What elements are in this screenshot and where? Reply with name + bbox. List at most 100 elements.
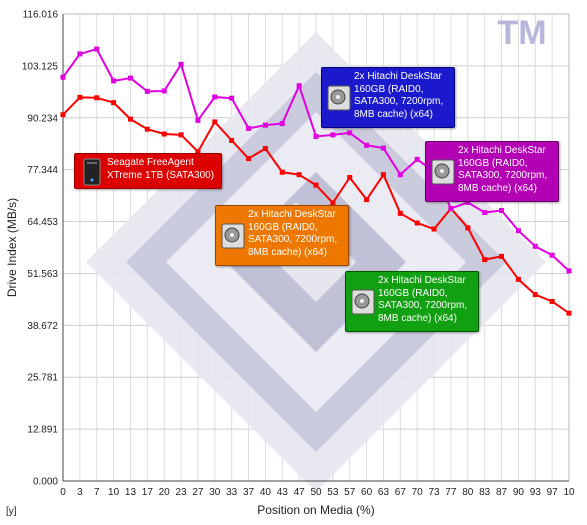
data-point xyxy=(380,172,386,178)
x-tick-label: 0 xyxy=(60,487,66,498)
data-point xyxy=(397,210,403,216)
x-tick-label: 20 xyxy=(159,487,171,498)
series-0 xyxy=(60,94,572,316)
data-point xyxy=(380,145,386,151)
data-point xyxy=(60,112,66,118)
x-tick-label: 80 xyxy=(462,487,474,498)
data-point xyxy=(212,94,218,100)
data-point xyxy=(77,51,83,57)
x-tick-label: 27 xyxy=(192,487,204,498)
callout-hitachi-orange-line-3: SATA300, 7200rpm, xyxy=(248,234,338,245)
data-point xyxy=(178,132,184,138)
x-tick-label: 10 xyxy=(563,487,575,498)
hard-drive-icon xyxy=(327,84,351,112)
data-point xyxy=(414,220,420,226)
y-tick-label: 64.453 xyxy=(27,217,58,228)
x-tick-label: 60 xyxy=(361,487,373,498)
data-point xyxy=(313,182,319,188)
data-point xyxy=(127,75,133,81)
x-tick-label: 63 xyxy=(378,487,390,498)
data-point xyxy=(60,74,66,80)
data-point xyxy=(178,61,184,67)
data-point xyxy=(229,137,235,143)
x-tick-label: 40 xyxy=(260,487,272,498)
callout-hitachi-blue-line-2: 160GB (RAID0, xyxy=(354,83,424,95)
data-point xyxy=(195,149,201,155)
callout-hitachi-green-line-4: 8MB cache) (x64) xyxy=(378,312,457,324)
callout-seagate-line-2: XTreme 1TB (SATA300) xyxy=(107,169,215,181)
corner-label: [y] xyxy=(6,506,17,517)
data-point xyxy=(347,174,353,180)
data-point xyxy=(195,117,201,123)
callout-seagate-line-1: Seagate FreeAgent xyxy=(107,157,194,168)
callout-hitachi-magenta-line-3: SATA300, 7200rpm, xyxy=(458,170,548,181)
x-tick-label: 73 xyxy=(429,487,441,498)
data-point xyxy=(296,83,302,89)
x-tick-label: 97 xyxy=(547,487,559,498)
data-point xyxy=(246,156,252,162)
y-tick-label: 0.000 xyxy=(33,477,58,488)
y-axis-title: Drive Index (MB/s) xyxy=(5,198,19,297)
data-point xyxy=(296,172,302,178)
series-layer xyxy=(60,46,572,316)
x-tick-label: 7 xyxy=(94,487,100,498)
x-tick-label: 33 xyxy=(226,487,238,498)
axis-labels: 0.000 12.891 25.781 38.672 51.563 64.453 77.34… xyxy=(5,10,575,518)
callout-hitachi-orange: 2x Hitachi DeskStar 160GB (RAID0, SATA30… xyxy=(215,205,349,266)
callout-hitachi-orange-line-1: 2x Hitachi DeskStar xyxy=(248,209,336,220)
data-point xyxy=(364,197,370,203)
data-point xyxy=(246,125,252,131)
data-point xyxy=(448,205,454,211)
data-point xyxy=(161,131,167,137)
data-point xyxy=(330,200,336,206)
data-point xyxy=(499,253,505,259)
y-tick-label: 51.563 xyxy=(27,269,58,280)
y-tick-label: 12.891 xyxy=(27,425,58,436)
data-point xyxy=(77,94,83,100)
data-point xyxy=(94,95,100,101)
x-tick-label: 87 xyxy=(496,487,508,498)
data-point xyxy=(347,130,353,136)
data-point xyxy=(313,133,319,139)
callout-hitachi-blue-line-4: 8MB cache) (x64) xyxy=(354,108,433,120)
data-point xyxy=(566,310,572,316)
data-point xyxy=(431,226,437,232)
y-tick-label: 38.672 xyxy=(27,321,58,332)
data-point xyxy=(144,126,150,132)
callout-hitachi-orange-line-4: 8MB cache) (x64) xyxy=(248,246,327,258)
data-point xyxy=(144,88,150,94)
callout-hitachi-green: 2x Hitachi DeskStar 160GB (RAID0, SATA30… xyxy=(345,271,479,332)
x-tick-label: 37 xyxy=(243,487,255,498)
data-point xyxy=(262,146,268,152)
data-point xyxy=(127,116,133,122)
x-tick-label: 50 xyxy=(310,487,322,498)
data-point xyxy=(549,252,555,258)
callout-hitachi-blue: 2x Hitachi DeskStar 160GB (RAID0, SATA30… xyxy=(321,67,455,128)
callout-hitachi-magenta-line-4: 8MB cache) (x64) xyxy=(458,182,537,194)
callout-hitachi-green-line-1: 2x Hitachi DeskStar xyxy=(378,275,466,286)
x-tick-label: 13 xyxy=(125,487,137,498)
data-point xyxy=(515,228,521,234)
data-point xyxy=(111,78,117,84)
x-tick-label: 77 xyxy=(445,487,457,498)
x-tick-label: 53 xyxy=(327,487,339,498)
callout-hitachi-blue-line-3: SATA300, 7200rpm, xyxy=(354,96,444,107)
hard-drive-icon xyxy=(431,158,455,186)
x-tick-label: 70 xyxy=(412,487,424,498)
data-point xyxy=(515,276,521,282)
data-point xyxy=(262,122,268,128)
callout-hitachi-magenta: 2x Hitachi DeskStar 160GB (RAID0, SATA30… xyxy=(425,141,559,202)
callout-seagate: Seagate FreeAgent XTreme 1TB (SATA300) xyxy=(74,153,222,189)
watermark-tm: TM xyxy=(497,14,546,52)
data-point xyxy=(414,156,420,162)
hard-drive-icon xyxy=(221,222,245,250)
x-tick-label: 90 xyxy=(513,487,525,498)
data-point xyxy=(499,207,505,213)
callout-hitachi-blue-line-1: 2x Hitachi DeskStar xyxy=(354,71,442,82)
data-point xyxy=(279,169,285,175)
callout-hitachi-orange-line-2: 160GB (RAID0, xyxy=(248,221,318,233)
data-point xyxy=(532,292,538,298)
external-drive-icon xyxy=(80,158,104,186)
x-tick-label: 17 xyxy=(142,487,154,498)
